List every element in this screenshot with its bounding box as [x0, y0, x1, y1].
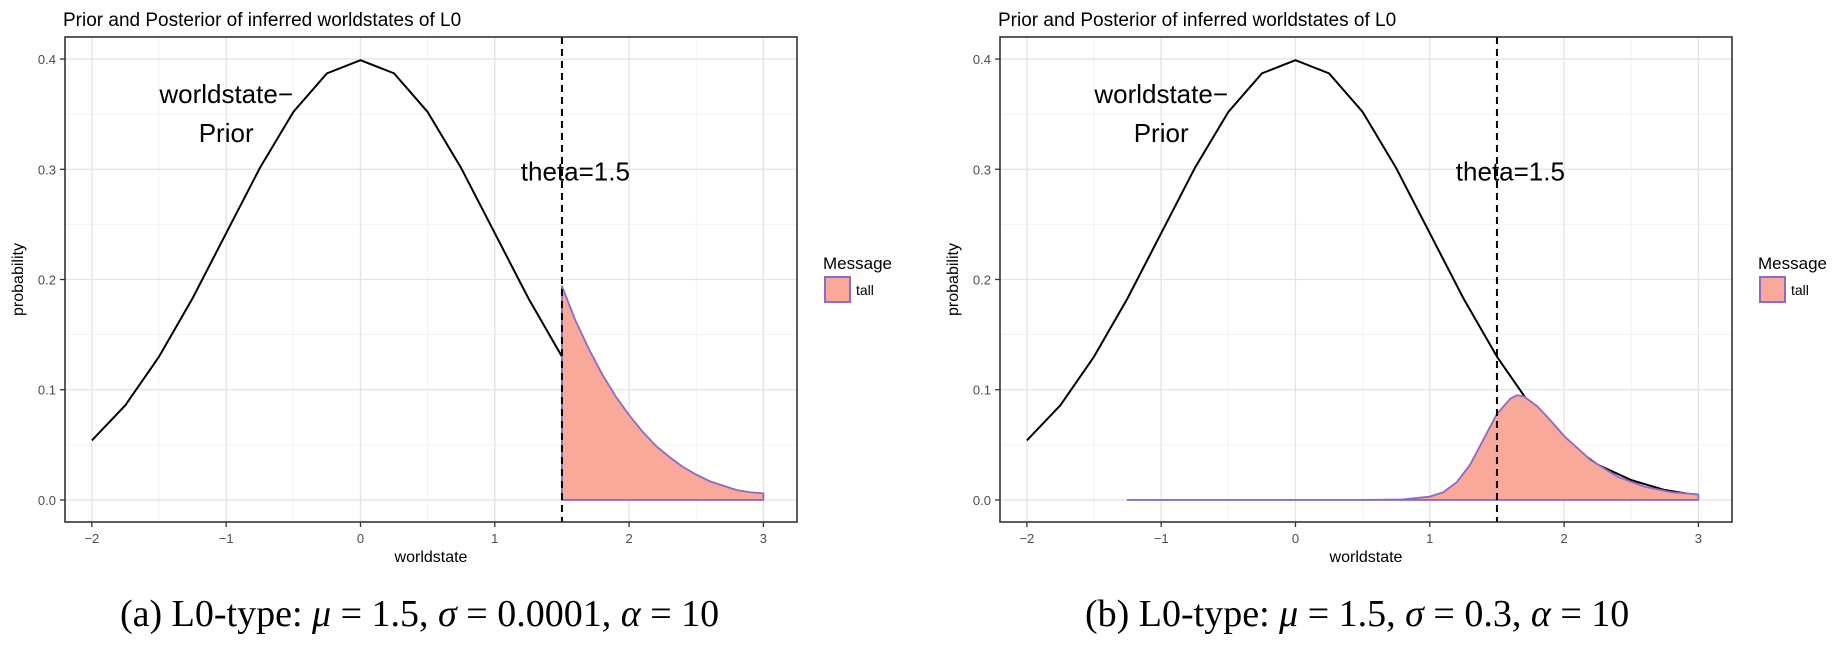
series-area-tall	[1126, 394, 1700, 501]
chart-panel-b: worldstate− Prior theta=1.5 −2 −1 0 1 2 3 0.0 0.1 0…	[945, 10, 1827, 566]
legend-swatch	[1759, 276, 1786, 303]
x-axis-title: worldstate	[394, 549, 468, 566]
y-tick-label: 0.0	[38, 493, 56, 508]
annotation-0-line-0: worldstate−	[158, 79, 293, 109]
annotation-0-line-0: worldstate−	[1093, 79, 1228, 109]
caption-a: (a) L0-type: μ = 1.5, σ = 0.0001, α = 10	[120, 593, 719, 635]
caption-a-alpha: α	[621, 593, 642, 635]
caption-b-mu: μ	[1278, 593, 1298, 635]
legend-label: tall	[856, 282, 874, 298]
y-axis-title: probability	[10, 243, 27, 316]
annotation-1-line-0: theta=1.5	[521, 156, 630, 186]
y-tick-label: 0.1	[38, 383, 56, 398]
x-tick-label: −2	[1019, 531, 1034, 546]
x-tick-label: 2	[1560, 531, 1567, 546]
y-tick-label: 0.0	[973, 493, 991, 508]
caption-b-prefix: (b) L0-type:	[1085, 593, 1279, 635]
legend-title: Message	[1758, 254, 1827, 273]
x-tick-label: 1	[1426, 531, 1433, 546]
x-tick-label: −2	[84, 531, 99, 546]
caption-b-sigma: σ	[1405, 593, 1425, 635]
legend-swatch	[824, 276, 851, 303]
caption-a-sigma: σ	[438, 593, 458, 635]
caption-a-alpha-value: = 10	[641, 593, 719, 635]
series-area-tall	[561, 285, 765, 501]
chart-title: Prior and Posterior of inferred worldsta…	[63, 10, 461, 31]
caption-a-mu: μ	[311, 593, 331, 635]
y-tick-label: 0.2	[973, 273, 991, 288]
x-axis-title: worldstate	[1329, 549, 1403, 566]
annotation-0-line-1: Prior	[199, 118, 254, 148]
caption-b-sigma-value: = 0.3,	[1424, 593, 1531, 635]
caption-b-alpha-value: = 10	[1551, 593, 1629, 635]
x-tick-label: −1	[219, 531, 234, 546]
chart-panel-a: worldstate− Prior theta=1.5 −2 −1 0 1 2 3 0.0 0.1 0…	[10, 10, 892, 566]
x-tick-label: 0	[357, 531, 364, 546]
y-tick-label: 0.4	[973, 52, 991, 67]
x-tick-label: 2	[625, 531, 632, 546]
y-tick-label: 0.3	[38, 162, 56, 177]
caption-b: (b) L0-type: μ = 1.5, σ = 0.3, α = 10	[1085, 593, 1629, 635]
caption-a-prefix: (a) L0-type:	[120, 593, 312, 635]
x-tick-label: 3	[1695, 531, 1702, 546]
x-tick-label: 1	[491, 531, 498, 546]
y-axis-title: probability	[945, 243, 962, 316]
caption-b-mu-value: = 1.5,	[1298, 593, 1405, 635]
caption-b-alpha: α	[1531, 593, 1552, 635]
x-tick-label: −1	[1154, 531, 1169, 546]
y-tick-label: 0.1	[973, 383, 991, 398]
annotation-1-line-0: theta=1.5	[1456, 156, 1565, 186]
chart-title: Prior and Posterior of inferred worldsta…	[998, 10, 1396, 31]
legend-label: tall	[1791, 282, 1809, 298]
legend-title: Message	[823, 254, 892, 273]
y-tick-label: 0.3	[973, 162, 991, 177]
caption-a-sigma-value: = 0.0001,	[457, 593, 621, 635]
x-tick-label: 0	[1292, 531, 1299, 546]
annotation-0-line-1: Prior	[1134, 118, 1189, 148]
x-tick-label: 3	[760, 531, 767, 546]
y-tick-label: 0.2	[38, 273, 56, 288]
caption-a-mu-value: = 1.5,	[331, 593, 438, 635]
y-tick-label: 0.4	[38, 52, 56, 67]
